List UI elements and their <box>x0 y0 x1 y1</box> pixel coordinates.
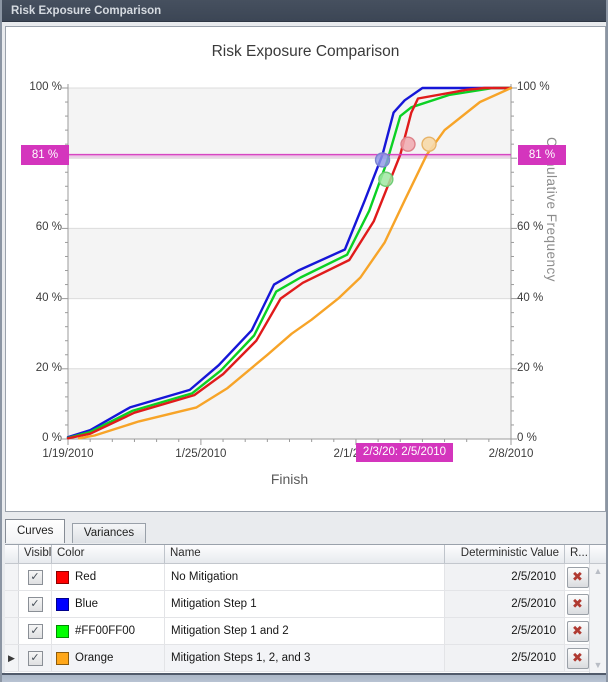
window-bottom-edge <box>2 673 606 682</box>
column-header-visible[interactable]: Visible <box>19 545 52 563</box>
x-axis-tick-label: 1/25/2010 <box>175 448 227 460</box>
tab-curves[interactable]: Curves <box>5 519 66 543</box>
curves-table: VisibleColorNameDeterministic ValueR... … <box>5 544 606 673</box>
deterministic-value: 2/5/2010 <box>445 591 565 617</box>
table-row[interactable]: ✓ #FF00FF00 Mitigation Step 1 and 2 2/5/201… <box>5 618 606 645</box>
y-axis-tick-label-right: 0 % <box>517 432 537 444</box>
window-title: Risk Exposure Comparison <box>11 5 162 17</box>
y-axis-tick-label-right: 20 % <box>517 361 544 374</box>
curve-name: Mitigation Step 1 <box>165 591 445 617</box>
y-axis-tick-label-left: 100 % <box>29 81 62 93</box>
deterministic-value: 2/5/2010 <box>445 645 565 671</box>
threshold-badge-left[interactable]: 81 % <box>21 145 69 165</box>
threshold-badge-right[interactable]: 81 % <box>518 145 566 165</box>
table-row[interactable]: ✓ Blue Mitigation Step 1 2/5/2010 ✖ <box>5 591 606 618</box>
column-header-deterministic-value[interactable]: Deterministic Value <box>445 545 565 563</box>
row-selector-arrow-icon: ▶ <box>8 652 15 663</box>
color-name: Red <box>75 571 97 583</box>
scroll-down-icon[interactable]: ▼ <box>593 660 603 670</box>
color-swatch[interactable] <box>56 597 69 611</box>
color-swatch[interactable] <box>56 651 69 665</box>
table-row[interactable]: ✓ Red No Mitigation 2/5/2010 ✖ <box>5 564 606 591</box>
delete-curve-button[interactable]: ✖ <box>566 620 589 642</box>
color-name: Orange <box>75 652 114 664</box>
scroll-up-icon[interactable]: ▲ <box>593 566 603 576</box>
delete-curve-button[interactable]: ✖ <box>566 593 589 615</box>
visible-checkbox[interactable]: ✓ <box>27 650 43 666</box>
curve-marker[interactable] <box>378 171 394 187</box>
color-name: #FF00FF00 <box>75 625 136 637</box>
color-name: Blue <box>75 598 99 610</box>
x-axis-tick-label: 2/8/2010 <box>488 448 534 460</box>
column-header-remove[interactable]: R... <box>565 545 590 563</box>
window-titlebar[interactable]: Risk Exposure Comparison <box>2 0 606 22</box>
y-axis-tick-label-left: 40 % <box>35 291 62 304</box>
y-axis-tick-label-left: 60 % <box>35 221 62 234</box>
chart-title: Risk Exposure Comparison <box>211 43 400 60</box>
y-axis-title: Cumulative Frequency <box>544 137 559 283</box>
curves-table-body: ✓ Red No Mitigation 2/5/2010 ✖ ✓ Blue Mitigatio… <box>5 564 606 673</box>
tab-strip: Curves Variances <box>5 519 148 544</box>
visible-checkbox[interactable]: ✓ <box>27 569 43 585</box>
y-axis-tick-label-left: 0 % <box>42 432 62 444</box>
table-vertical-scrollbar[interactable]: ▲ ▼ <box>589 564 606 673</box>
row-header-column[interactable] <box>5 545 19 563</box>
x-axis-tick-label: 1/19/2010 <box>42 448 94 460</box>
visible-checkbox[interactable]: ✓ <box>27 596 43 612</box>
delete-curve-button[interactable]: ✖ <box>566 647 589 669</box>
tab-variances[interactable]: Variances <box>71 523 147 543</box>
curve-marker[interactable] <box>374 152 391 168</box>
color-swatch[interactable] <box>56 624 69 638</box>
table-row[interactable]: ▶ ✓ Orange Mitigation Steps 1, 2, and 3 2/5/… <box>5 645 606 672</box>
color-swatch[interactable] <box>56 570 69 584</box>
curves-table-header: VisibleColorNameDeterministic ValueR... <box>5 545 606 564</box>
y-axis-tick-label-right: 60 % <box>517 221 544 234</box>
column-header-name[interactable]: Name <box>165 545 445 563</box>
crosshair-date-badge[interactable]: 2/3/20: 2/5/2010 <box>356 443 453 462</box>
y-axis-tick-label-right: 40 % <box>517 291 544 304</box>
curve-marker[interactable] <box>421 136 437 152</box>
y-axis-tick-label-left: 20 % <box>35 361 62 374</box>
curve-name: Mitigation Step 1 and 2 <box>165 618 445 644</box>
curve-name: No Mitigation <box>165 564 445 590</box>
y-axis-tick-label-right: 100 % <box>517 81 550 93</box>
x-axis-title: Finish <box>270 471 309 487</box>
deterministic-value: 2/5/2010 <box>445 564 565 590</box>
chart-panel: Risk Exposure Comparison 0 % 0 % 20 % 20 % 4… <box>5 26 606 512</box>
column-header-color[interactable]: Color <box>52 545 165 563</box>
cumulative-frequency-chart <box>62 84 517 445</box>
curve-marker[interactable] <box>400 136 416 152</box>
curve-name: Mitigation Steps 1, 2, and 3 <box>165 645 445 671</box>
visible-checkbox[interactable]: ✓ <box>27 623 43 639</box>
deterministic-value: 2/5/2010 <box>445 618 565 644</box>
delete-curve-button[interactable]: ✖ <box>566 566 589 588</box>
